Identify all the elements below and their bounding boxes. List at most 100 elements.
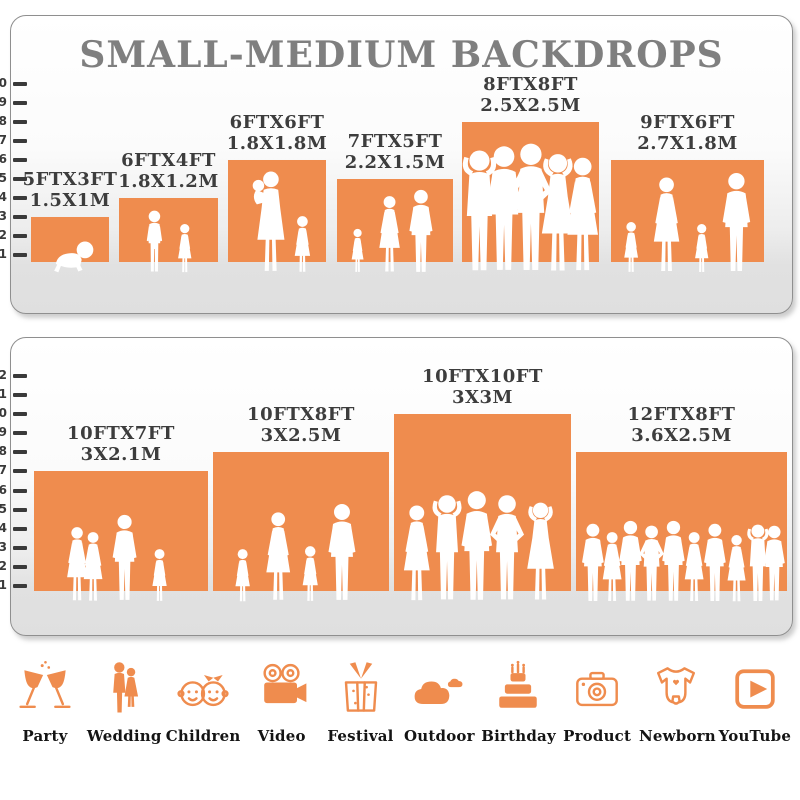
person-silhouette-manUp [746,524,769,601]
category-label: YouTube [718,727,792,745]
axis-tick-mark [13,139,27,143]
category-label: Festival [327,727,394,745]
person-silhouette-womanBaby [253,171,285,271]
axis-tick-mark [13,196,27,200]
person-silhouette-man [661,520,685,601]
size-ft: 8FTX8FT [483,74,578,95]
axis-tick-mark [13,234,27,238]
axis-tick-mark [13,564,27,569]
axis-tick-label: 3 [0,539,7,554]
backdrop-bar-6ftx4ft [119,198,218,272]
size-ft: 6FTX6FT [229,112,325,133]
bar-size-label: 10FTX8FT 3X2.5M [247,404,355,446]
backdrop-bar-9ftx6ft [611,160,764,272]
person-silhouette-woman [653,177,679,272]
axis-tick-label: 12 [0,367,7,382]
person-silhouette-woman [67,527,88,601]
category-video: Video [245,656,319,745]
outdoor-icon [402,656,476,720]
axis-tick-mark [13,120,27,124]
birthday-icon [481,656,555,720]
axis-tick-label: 2 [0,558,7,573]
category-youtube: YouTube [718,656,792,745]
axis-tick-mark [13,584,27,588]
person-silhouette-manUp [432,495,462,600]
newborn-icon [639,656,713,720]
axis-tick-mark [13,253,27,257]
category-label: Outdoor [404,727,475,745]
backdrop-bar-12ftx8ft [576,452,787,601]
axis-tick-label: 4 [0,520,7,535]
axis-tick-label: 11 [0,387,7,401]
axis-tick-label: 9 [0,425,7,440]
person-silhouette-man [722,173,751,271]
category-label: Video [257,727,306,745]
axis-tick-mark [13,469,27,474]
size-m: 1.8X1.2M [118,171,219,192]
bar-size-label: 12FTX8FT 3.6X2.5M [628,404,736,446]
size-ft: 9FTX6FT [640,112,735,133]
person-silhouette-girl [294,216,311,272]
axis-tick-mark [13,545,27,550]
axis-tick-label: 4 [0,190,7,204]
person-silhouette-woman [567,158,598,271]
axis-tick-mark [13,393,27,397]
size-m: 1.5X1M [29,190,111,211]
person-silhouette-woman [404,505,430,601]
video-icon [245,656,319,720]
axis-tick-mark [13,215,27,219]
person-silhouette-girl [302,545,318,601]
bar-size-label: 6FTX6FT 1.8X1.8M [227,112,328,154]
bar-size-label: 7FTX5FT 2.2X1.5M [345,131,446,173]
size-m: 3X2.5M [260,425,342,447]
category-wedding: Wedding [87,656,161,745]
bar-size-label: 8FTX8FT 2.5X2.5M [480,74,581,116]
bar-size-label: 10FTX10FT 3X3M [422,366,543,408]
festival-icon [324,656,398,720]
size-m: 1.8X1.8M [226,133,328,154]
backdrop-bar-6ftx6ft [228,160,326,272]
axis-tick-label: 3 [0,209,7,223]
axis-tick-mark [13,158,27,162]
axis-tick-mark [13,177,27,181]
axis-tick-mark [13,507,27,512]
backdrop-bar-10ftx10ft [394,414,571,601]
axis-tick-mark [13,431,27,436]
axis-tick-label: 2 [0,228,7,242]
size-ft: 6FTX4FT [121,150,216,171]
person-silhouette-woman [684,531,704,601]
person-silhouette-girl [152,549,167,601]
axis-tick-label: 6 [0,482,7,497]
person-silhouette-womanUp [527,502,555,600]
axis-tick-mark [13,412,27,417]
size-m: 3.6X2.5M [631,425,732,447]
category-icons-row: Party Wedding Children Video Festival Outdoor… [8,656,792,745]
category-festival: Festival [324,656,398,745]
axis-tick-mark [13,101,27,105]
person-silhouette-girl [623,222,638,272]
axis-tick-label: 8 [0,444,7,459]
axis-tick-label: 5 [0,171,7,185]
size-ft: 10FTX7FT [67,423,175,445]
youtube-icon [718,656,792,720]
size-m: 2.7X1.8M [637,133,738,154]
category-label: Birthday [481,727,556,745]
person-silhouette-boy [146,210,163,272]
person-silhouette-manHip [509,143,552,271]
person-silhouette-man [619,520,643,601]
panel-medium-sizes: 12345678910111210FTX7FT3X2.1M10FTX8FT3X2… [0,337,793,636]
axis-tick-label: 1 [0,578,7,592]
person-silhouette-girl [351,229,364,273]
backdrop-bar-10ftx8ft [213,452,389,601]
size-m: 2.5X2.5M [480,95,581,116]
size-m: 2.2X1.5M [344,152,446,173]
axis-tick-label: 7 [0,463,7,478]
category-outdoor: Outdoor [402,656,476,745]
size-ft: 10FTX8FT [247,404,355,426]
axis-tick-label: 10 [0,76,7,90]
category-label: Children [165,727,241,745]
axis-tick-mark [13,488,27,493]
person-silhouette-man [112,515,137,601]
axis-tick-label: 8 [0,114,7,128]
panel-small-sizes: SMALL-MEDIUM BACKDROPS 1 2 3 4 5 6 7 8 9 10 5FTX3F… [0,15,793,314]
